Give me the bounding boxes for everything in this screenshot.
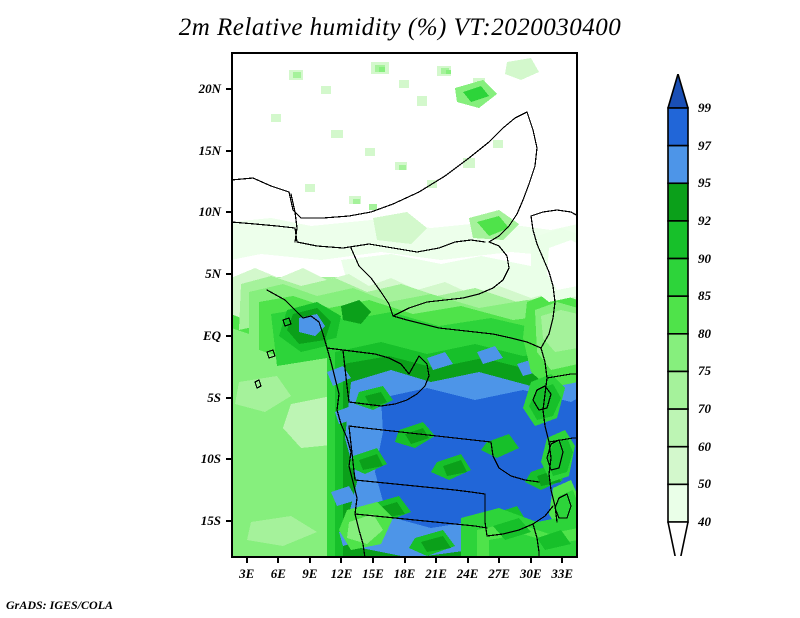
colorbar-label: 85 bbox=[698, 288, 711, 304]
longitude-tick bbox=[561, 557, 564, 563]
colorbar-band bbox=[667, 220, 689, 260]
map-plot-area bbox=[231, 52, 578, 558]
longitude-tick bbox=[340, 557, 343, 563]
latitude-label: 10N bbox=[198, 204, 221, 220]
colorbar-label: 40 bbox=[698, 514, 711, 529]
longitude-tick bbox=[277, 557, 280, 563]
colorbar-band bbox=[667, 408, 689, 448]
latitude-label: 20N bbox=[198, 81, 221, 97]
colorbar-label: 75 bbox=[698, 363, 711, 379]
longitude-label: 3E bbox=[239, 566, 255, 581]
colorbar-band bbox=[667, 295, 689, 335]
colorbar-band bbox=[667, 370, 689, 410]
colorbar-label: 99 bbox=[698, 100, 711, 115]
latitude-label: 10S bbox=[200, 451, 221, 467]
grads-credit: GrADS: IGES/COLA bbox=[6, 598, 114, 612]
latitude-label: 15N bbox=[198, 142, 221, 158]
colorbar-band bbox=[667, 144, 689, 185]
colorbar-band bbox=[667, 445, 689, 486]
latitude-tick bbox=[226, 519, 232, 522]
colorbar-extend-high bbox=[667, 74, 689, 109]
latitude-label: EQ bbox=[202, 327, 221, 343]
longitude-label: 6E bbox=[270, 566, 286, 581]
longitude-tick bbox=[308, 557, 311, 563]
humidity-field-raster bbox=[231, 52, 578, 558]
latitude-tick bbox=[226, 88, 232, 91]
longitude-label: 9E bbox=[302, 566, 318, 581]
longitude-tick bbox=[529, 557, 532, 563]
colorbar-label: 90 bbox=[698, 250, 711, 266]
colorbar[interactable]: 99 97 95 92 90 85 80 75 70 60 50 40 bbox=[662, 74, 792, 556]
colorbar-label: 60 bbox=[698, 438, 711, 454]
longitude-tick bbox=[245, 557, 248, 563]
colorbar-label: 70 bbox=[698, 401, 711, 417]
page-title: 2m Relative humidity (%) VT:2020030400 bbox=[178, 14, 622, 41]
colorbar-label: 95 bbox=[698, 175, 711, 191]
longitude-label: 15E bbox=[362, 566, 384, 581]
colorbar-swatches bbox=[667, 74, 689, 556]
colorbar-band bbox=[667, 257, 689, 297]
latitude-label: 15S bbox=[200, 512, 221, 528]
longitude-label: 24E bbox=[456, 566, 479, 581]
longitude-tick bbox=[498, 557, 501, 563]
longitude-tick bbox=[466, 557, 469, 563]
latitude-tick bbox=[226, 211, 232, 214]
longitude-tick bbox=[435, 557, 438, 563]
longitude-label: 30E bbox=[519, 566, 542, 581]
colorbar-label: 50 bbox=[698, 476, 711, 492]
longitude-label: 12E bbox=[330, 566, 353, 581]
colorbar-label: 80 bbox=[698, 325, 711, 341]
latitude-tick bbox=[226, 458, 232, 461]
longitude-label: 21E bbox=[425, 566, 447, 581]
colorbar-band bbox=[667, 483, 689, 523]
longitude-label: 18E bbox=[393, 566, 416, 581]
longitude-label: 27E bbox=[488, 566, 510, 581]
colorbar-band bbox=[667, 333, 689, 373]
latitude-tick bbox=[226, 396, 232, 399]
colorbar-label: 97 bbox=[698, 137, 711, 153]
colorbar-extend-low bbox=[667, 521, 689, 556]
colorbar-label: 92 bbox=[698, 212, 711, 228]
longitude-tick bbox=[371, 557, 374, 563]
latitude-label: 5N bbox=[205, 266, 221, 282]
colorbar-band bbox=[667, 107, 689, 147]
latitude-label: 5S bbox=[207, 389, 221, 405]
latitude-tick bbox=[226, 273, 232, 276]
longitude-label: 33E bbox=[551, 566, 574, 581]
latitude-tick bbox=[226, 149, 232, 152]
colorbar-band bbox=[667, 182, 689, 222]
latitude-tick bbox=[226, 334, 232, 337]
longitude-tick bbox=[403, 557, 406, 563]
